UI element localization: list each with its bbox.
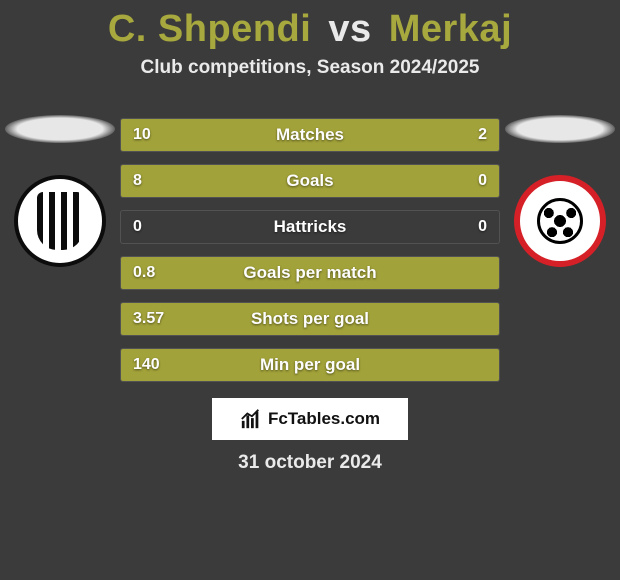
stat-label: Shots per goal	[251, 309, 369, 329]
stat-label: Min per goal	[260, 355, 360, 375]
stat-value-left: 10	[133, 126, 151, 144]
stat-value-right: 0	[478, 172, 487, 190]
stat-value-left: 0.8	[133, 264, 155, 282]
soccer-ball-icon	[537, 198, 583, 244]
player2-name: Merkaj	[389, 8, 512, 50]
vs-label: vs	[322, 8, 377, 50]
stat-value-right: 2	[478, 126, 487, 144]
left-team-column	[0, 115, 120, 267]
subtitle: Club competitions, Season 2024/2025	[0, 57, 620, 79]
stats-bars: 10 Matches 2 8 Goals 0 0 Hattricks 0 0.8…	[120, 118, 500, 394]
stat-row: 8 Goals 0	[120, 164, 500, 198]
team2-crest	[514, 175, 606, 267]
comparison-title: C. Shpendi vs Merkaj	[0, 0, 620, 51]
player2-silhouette-shadow	[505, 115, 615, 143]
stat-value-left: 3.57	[133, 310, 164, 328]
infographic-date: 31 october 2024	[238, 452, 382, 474]
stat-value-left: 0	[133, 218, 142, 236]
stat-row: 0 Hattricks 0	[120, 210, 500, 244]
stat-row: 140 Min per goal	[120, 348, 500, 382]
stat-bar-right	[435, 119, 499, 151]
stat-value-left: 140	[133, 356, 160, 374]
player1-name: C. Shpendi	[108, 8, 311, 50]
team1-crest	[14, 175, 106, 267]
stat-label: Hattricks	[274, 217, 347, 237]
stat-label: Goals per match	[243, 263, 376, 283]
stat-row: 3.57 Shots per goal	[120, 302, 500, 336]
stat-row: 0.8 Goals per match	[120, 256, 500, 290]
player1-silhouette-shadow	[5, 115, 115, 143]
branding-badge: FcTables.com	[212, 398, 408, 440]
stat-value-right: 0	[478, 218, 487, 236]
stat-row: 10 Matches 2	[120, 118, 500, 152]
branding-text: FcTables.com	[268, 409, 380, 429]
bar-chart-icon	[240, 408, 262, 430]
stat-value-left: 8	[133, 172, 142, 190]
stat-label: Matches	[276, 125, 344, 145]
stat-label: Goals	[286, 171, 333, 191]
right-team-column	[500, 115, 620, 267]
